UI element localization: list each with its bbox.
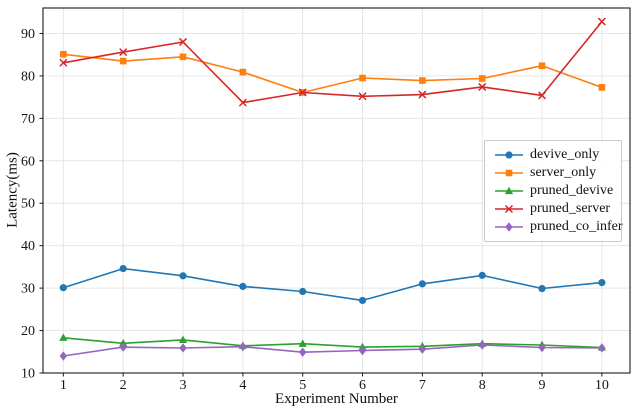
x-axis-label: Experiment Number — [275, 391, 398, 407]
chart-legend: devive_only server_only pruned_devive pr… — [484, 140, 623, 242]
svg-text:10: 10 — [595, 378, 609, 393]
svg-text:20: 20 — [21, 324, 35, 339]
svg-text:5: 5 — [299, 378, 306, 393]
svg-text:9: 9 — [539, 378, 546, 393]
legend-item-pruned-co-infer: pruned_co_infer — [494, 218, 623, 236]
svg-text:50: 50 — [21, 197, 35, 212]
svg-text:7: 7 — [419, 378, 426, 393]
svg-text:80: 80 — [21, 69, 35, 84]
legend-label: devive_only — [530, 147, 600, 162]
legend-item-pruned-server: pruned_server — [494, 200, 613, 218]
legend-label: pruned_devive — [530, 183, 614, 198]
legend-label: pruned_server — [530, 201, 611, 216]
legend-label: server_only — [530, 165, 597, 180]
svg-text:90: 90 — [21, 27, 35, 42]
legend-square-marker-icon — [495, 169, 523, 177]
legend-item-pruned-devive: pruned_devive — [494, 182, 613, 200]
svg-text:30: 30 — [21, 282, 35, 297]
svg-text:4: 4 — [239, 378, 246, 393]
svg-text:1: 1 — [60, 378, 67, 393]
svg-text:60: 60 — [21, 154, 35, 169]
svg-text:3: 3 — [180, 378, 187, 393]
svg-text:70: 70 — [21, 112, 35, 127]
y-axis-label: Latency(ms) — [4, 152, 21, 228]
legend-circle-marker-icon — [495, 151, 523, 159]
svg-text:8: 8 — [479, 378, 486, 393]
legend-item-devive-only: devive_only — [494, 146, 613, 164]
svg-text:2: 2 — [120, 378, 127, 393]
svg-text:40: 40 — [21, 239, 35, 254]
legend-x-marker-icon — [495, 204, 523, 214]
svg-text:10: 10 — [21, 367, 35, 382]
legend-triangle-marker-icon — [495, 186, 523, 195]
legend-diamond-marker-icon — [495, 222, 523, 232]
legend-item-server-only: server_only — [494, 164, 613, 182]
svg-text:6: 6 — [359, 378, 366, 393]
legend-label: pruned_co_infer — [530, 219, 623, 234]
